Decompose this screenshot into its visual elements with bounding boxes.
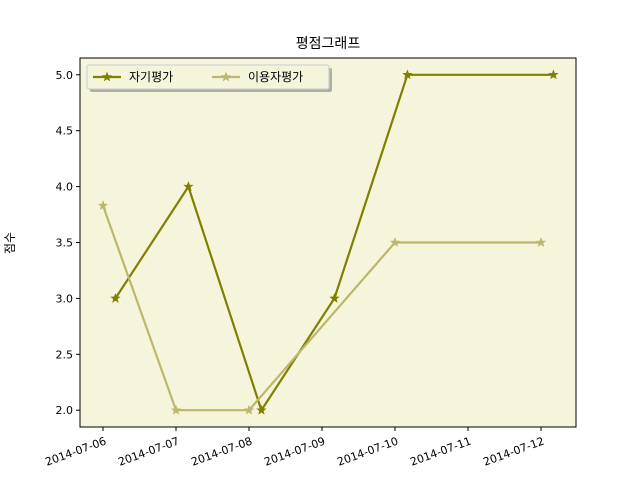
legend: 자기평가 이용자평가 [86,64,332,92]
y-tick-label: 4.5 [56,125,74,138]
y-tick-label: 5.0 [56,69,74,82]
y-tick-label: 2.5 [56,348,74,361]
y-tick-label: 4.0 [56,181,74,194]
series-point-2 [170,404,182,415]
y-tick-label: 3.5 [56,237,74,250]
y-tick-label: 2.0 [56,404,74,417]
series-point-1 [548,69,559,80]
y-axis-label: 점수 [3,232,17,254]
series-layer [97,69,559,415]
legend-marker-1 [101,71,113,82]
series-point-2 [389,237,401,247]
legend-box [86,64,330,90]
series-point-1 [402,69,413,80]
series-point-1 [256,404,267,415]
series-point-2 [97,200,109,211]
legend-marker-2 [220,71,232,82]
series-point-1 [110,292,121,303]
legend-label-2: 이용자평가 [248,70,303,84]
y-axis: 2.0 2.5 3.0 3.5 4.0 4.5 5.0 [56,69,80,417]
chart-title: 평점그래프 [296,36,361,52]
series-point-2 [535,237,547,247]
series-point-1 [329,292,340,303]
legend-label-1: 자기평가 [129,70,173,84]
y-tick-label: 3.0 [56,292,74,305]
series-point-2 [243,404,255,415]
series-point-1 [183,181,194,192]
